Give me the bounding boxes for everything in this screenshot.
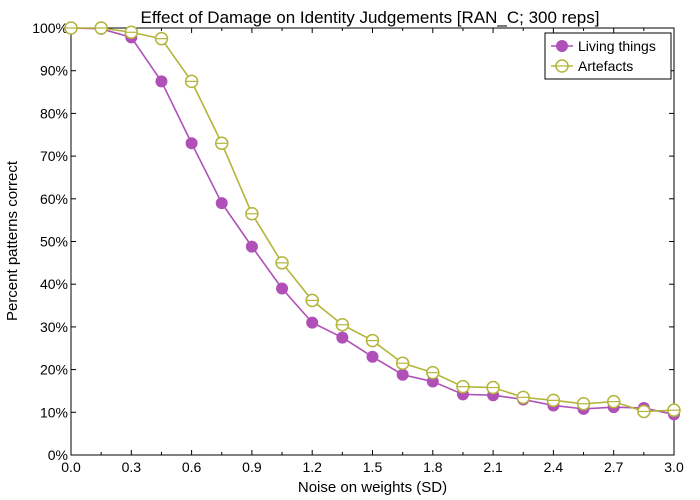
data-point-living-things	[306, 316, 319, 329]
x-axis-label: Noise on weights (SD)	[298, 479, 447, 496]
x-tick-label: 0.0	[61, 459, 81, 475]
x-tick-label: 2.7	[604, 459, 624, 475]
data-point-living-things	[155, 75, 168, 88]
x-tick-label: 0.3	[122, 459, 142, 475]
x-tick-label: 2.1	[483, 459, 503, 475]
legend: Living things Artefacts	[544, 32, 672, 80]
data-point-living-things	[396, 368, 409, 381]
x-tick-label: 1.2	[302, 459, 322, 475]
x-axis: 0.0 0.3 0.6 0.9 1.2 1.5 1.8 2.1 2.4 2.7 3.0	[61, 28, 684, 475]
series-layer	[64, 21, 681, 421]
data-point-living-things	[336, 331, 349, 344]
legend-marker-living	[556, 40, 568, 52]
x-tick-label: 0.6	[182, 459, 202, 475]
y-tick-label: 40%	[40, 276, 68, 292]
y-tick-label: 0%	[48, 447, 68, 463]
data-point-living-things	[245, 240, 258, 253]
y-axis-label: Percent patterns correct	[4, 160, 21, 321]
x-tick-label: 1.5	[363, 459, 383, 475]
y-tick-label: 70%	[40, 148, 68, 164]
data-point-living-things	[215, 197, 228, 210]
plot-area	[70, 27, 675, 456]
y-tick-label: 90%	[40, 63, 68, 79]
chart-title: Effect of Damage on Identity Judgements …	[141, 8, 600, 27]
y-tick-label: 60%	[40, 191, 68, 207]
y-tick-label: 30%	[40, 319, 68, 335]
legend-label-living: Living things	[578, 38, 656, 54]
x-tick-label: 1.8	[423, 459, 443, 475]
y-tick-label: 80%	[40, 105, 68, 121]
data-point-living-things	[185, 137, 198, 150]
y-tick-label: 100%	[32, 20, 68, 36]
y-axis: 0% 10% 20% 30% 40% 50% 60% 70% 80% 90% 100%	[32, 20, 674, 463]
data-point-living-things	[276, 282, 289, 295]
x-tick-label: 2.4	[544, 459, 564, 475]
y-tick-label: 50%	[40, 234, 68, 250]
data-point-living-things	[366, 350, 379, 363]
series-living-things	[65, 22, 680, 421]
x-tick-label: 0.9	[242, 459, 262, 475]
y-tick-label: 10%	[40, 404, 68, 420]
legend-label-artefacts: Artefacts	[578, 58, 633, 74]
series-artefacts	[64, 21, 681, 419]
y-tick-label: 20%	[40, 362, 68, 378]
x-tick-label: 3.0	[664, 459, 684, 475]
